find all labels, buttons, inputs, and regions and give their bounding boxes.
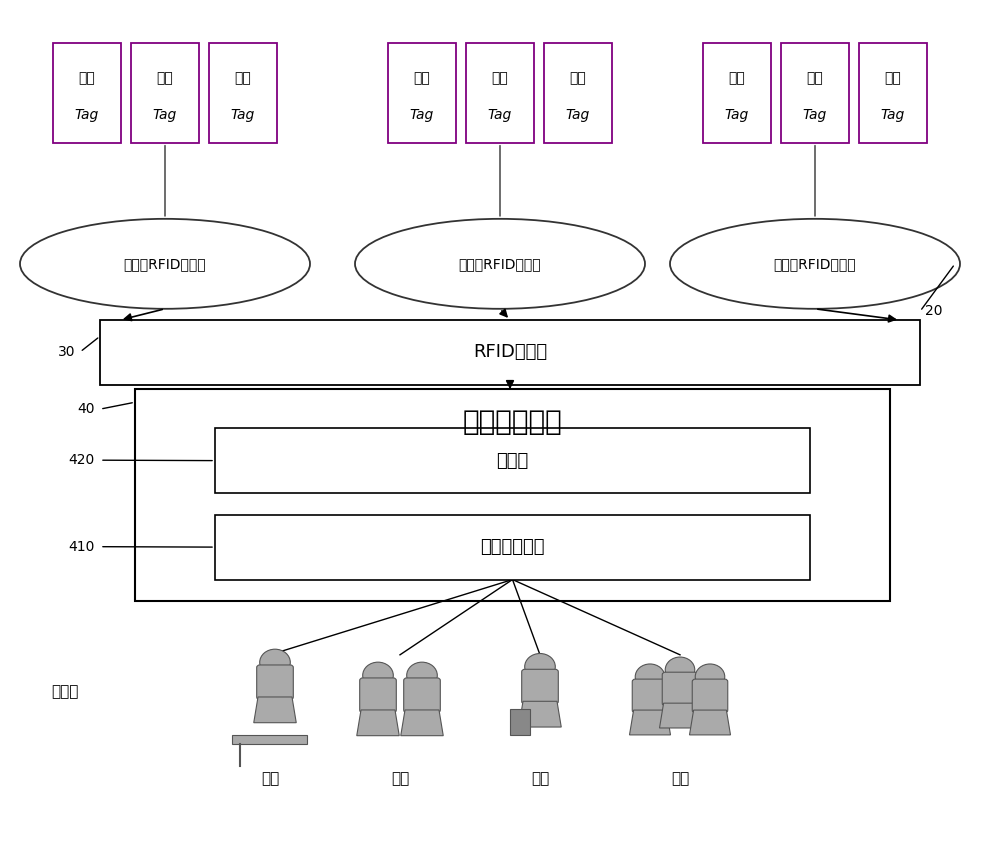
FancyBboxPatch shape xyxy=(632,679,668,713)
Text: Tag: Tag xyxy=(725,108,749,122)
Text: 标签: 标签 xyxy=(79,71,95,85)
Bar xyxy=(100,320,920,385)
Bar xyxy=(215,428,810,493)
Bar xyxy=(466,43,534,143)
Bar xyxy=(53,43,121,143)
Text: 标签: 标签 xyxy=(570,71,586,85)
FancyBboxPatch shape xyxy=(662,672,698,706)
Text: 标签: 标签 xyxy=(235,71,251,85)
FancyBboxPatch shape xyxy=(522,670,558,704)
Text: Tag: Tag xyxy=(75,108,99,122)
Circle shape xyxy=(665,657,695,682)
Text: 客户端服务器: 客户端服务器 xyxy=(480,538,545,556)
Bar xyxy=(215,515,810,580)
Text: Tag: Tag xyxy=(153,108,177,122)
Text: 便携式RFID阅读器: 便携式RFID阅读器 xyxy=(124,257,206,271)
Ellipse shape xyxy=(20,219,310,309)
Text: 设计: 设计 xyxy=(261,771,279,786)
Polygon shape xyxy=(660,703,700,728)
FancyBboxPatch shape xyxy=(404,678,440,713)
Bar xyxy=(781,43,849,143)
Text: Tag: Tag xyxy=(566,108,590,122)
Circle shape xyxy=(363,663,393,689)
Text: 便携式RFID阅读器: 便携式RFID阅读器 xyxy=(459,257,541,271)
Circle shape xyxy=(695,664,725,689)
FancyBboxPatch shape xyxy=(360,678,396,713)
Bar xyxy=(859,43,927,143)
Polygon shape xyxy=(630,710,670,735)
Text: 30: 30 xyxy=(58,345,75,359)
Text: 标签: 标签 xyxy=(414,71,430,85)
Text: 客户端: 客户端 xyxy=(51,684,79,700)
Text: 数据库: 数据库 xyxy=(496,452,529,470)
Ellipse shape xyxy=(670,219,960,309)
Text: 40: 40 xyxy=(78,402,95,416)
Circle shape xyxy=(260,649,290,676)
Text: 管理: 管理 xyxy=(671,771,689,786)
Bar xyxy=(209,43,277,143)
Bar xyxy=(135,389,890,601)
Text: 标签: 标签 xyxy=(807,71,823,85)
Text: Tag: Tag xyxy=(881,108,905,122)
Polygon shape xyxy=(357,710,399,735)
Circle shape xyxy=(407,663,437,689)
Polygon shape xyxy=(690,710,730,735)
Bar xyxy=(544,43,612,143)
Bar xyxy=(703,43,771,143)
Text: Tag: Tag xyxy=(410,108,434,122)
Polygon shape xyxy=(401,710,443,735)
Text: 标签: 标签 xyxy=(885,71,901,85)
Text: 制造: 制造 xyxy=(391,771,409,786)
Text: 标签: 标签 xyxy=(729,71,745,85)
Circle shape xyxy=(525,654,555,680)
FancyBboxPatch shape xyxy=(257,665,293,700)
Text: 便携式RFID阅读器: 便携式RFID阅读器 xyxy=(774,257,856,271)
Bar xyxy=(232,735,307,744)
Text: Tag: Tag xyxy=(488,108,512,122)
Circle shape xyxy=(635,664,665,689)
Polygon shape xyxy=(519,702,561,727)
Text: 410: 410 xyxy=(69,540,95,554)
Text: RFID中间件: RFID中间件 xyxy=(473,343,547,362)
FancyBboxPatch shape xyxy=(692,679,728,713)
Bar xyxy=(510,709,530,735)
Bar xyxy=(131,43,199,143)
Ellipse shape xyxy=(355,219,645,309)
Text: 营销: 营销 xyxy=(531,771,549,786)
Text: 420: 420 xyxy=(69,453,95,467)
Text: Tag: Tag xyxy=(231,108,255,122)
Text: 标签: 标签 xyxy=(157,71,173,85)
Bar xyxy=(388,43,456,143)
Text: 标签: 标签 xyxy=(492,71,508,85)
Text: Tag: Tag xyxy=(803,108,827,122)
Polygon shape xyxy=(254,697,296,722)
Text: 数据管理系统: 数据管理系统 xyxy=(463,408,562,436)
Text: 20: 20 xyxy=(925,304,942,318)
